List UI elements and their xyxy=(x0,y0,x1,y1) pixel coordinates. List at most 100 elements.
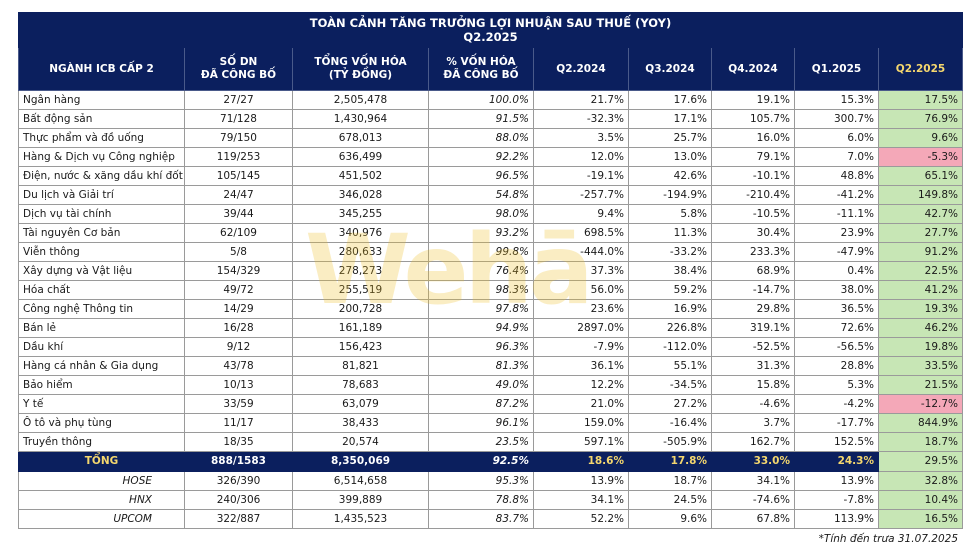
cell-mcap: 2,505,478 xyxy=(292,90,429,110)
cell-pct: 76.4% xyxy=(428,261,534,281)
cell-q2: -112.0% xyxy=(628,337,712,357)
cell-cnt: 119/253 xyxy=(184,147,293,167)
cell-q4: -47.9% xyxy=(794,242,879,262)
cell-mcap: 346,028 xyxy=(292,185,429,205)
cell-q2: 11.3% xyxy=(628,223,712,243)
cell-q4: 15.3% xyxy=(794,90,879,110)
cell-pct: 93.2% xyxy=(428,223,534,243)
cell-cnt: 240/306 xyxy=(184,490,293,510)
cell-q2: 17.6% xyxy=(628,90,712,110)
cell-cnt: 10/13 xyxy=(184,375,293,395)
cell-pct: 96.1% xyxy=(428,413,534,433)
cell-q4: 113.9% xyxy=(794,509,879,529)
cell-q4: -17.7% xyxy=(794,413,879,433)
cell-mcap: 345,255 xyxy=(292,204,429,224)
cell-q1: 56.0% xyxy=(533,280,629,300)
total-row: TỔNG 888/1583 8,350,069 92.5% 18.6% 17.8% 33.0… xyxy=(18,451,963,472)
cell-q5: 65.1% xyxy=(878,166,963,186)
cell-name: Hóa chất xyxy=(18,280,185,300)
cell-q4: 72.6% xyxy=(794,318,879,338)
cell-q4: -56.5% xyxy=(794,337,879,357)
cell-name: Dầu khí xyxy=(18,337,185,357)
header-pct-reported: % VỐN HÓA ĐÃ CÔNG BỐ xyxy=(428,47,534,91)
cell-mcap: 20,574 xyxy=(292,432,429,452)
cell-q3: 68.9% xyxy=(711,261,795,281)
cell-mcap: 78,683 xyxy=(292,375,429,395)
cell-q4: 48.8% xyxy=(794,166,879,186)
cell-q4: 5.3% xyxy=(794,375,879,395)
cell-q3: -4.6% xyxy=(711,394,795,414)
header-companies-line1: SỐ DN xyxy=(219,56,258,68)
table-title-row: TOÀN CẢNH TĂNG TRƯỞNG LỢI NHUẬN SAU THUẾ… xyxy=(18,12,963,48)
cell-q3: -10.1% xyxy=(711,166,795,186)
cell-name: Thực phẩm và đồ uống xyxy=(18,128,185,148)
cell-q5: 32.8% xyxy=(878,471,963,491)
cell-mcap: 38,433 xyxy=(292,413,429,433)
cell-q1: 21.7% xyxy=(533,90,629,110)
cell-pct: 54.8% xyxy=(428,185,534,205)
cell-q3: 67.8% xyxy=(711,509,795,529)
cell-pct: 95.3% xyxy=(428,471,534,491)
table-row: Ngân hàng 27/27 2,505,478 100.0% 21.7% 17.6% 1… xyxy=(18,90,963,110)
title-line-1: TOÀN CẢNH TĂNG TRƯỞNG LỢI NHUẬN SAU THUẾ… xyxy=(309,16,672,30)
table-row: Bảo hiểm 10/13 78,683 49.0% 12.2% -34.5% 15.8%… xyxy=(18,375,963,395)
profit-growth-table-container: TOÀN CẢNH TĂNG TRƯỞNG LỢI NHUẬN SAU THUẾ… xyxy=(18,12,963,529)
cell-q2: 13.0% xyxy=(628,147,712,167)
cell-mcap: 451,502 xyxy=(292,166,429,186)
header-industry: NGÀNH ICB CẤP 2 xyxy=(18,47,185,91)
cell-q5: 18.7% xyxy=(878,432,963,452)
cell-mcap: 278,273 xyxy=(292,261,429,281)
cell-q1: 21.0% xyxy=(533,394,629,414)
cell-q1: 13.9% xyxy=(533,471,629,491)
cell-mcap: 678,013 xyxy=(292,128,429,148)
cell-mcap: 161,189 xyxy=(292,318,429,338)
cell-q3: 15.8% xyxy=(711,375,795,395)
table-row: Bán lẻ 16/28 161,189 94.9% 2897.0% 226.8% 319.… xyxy=(18,318,963,338)
cell-q2: -194.9% xyxy=(628,185,712,205)
cell-mcap: 8,350,069 xyxy=(292,451,429,472)
table-row: Ô tô và phụ tùng 11/17 38,433 96.1% 159.0% -1… xyxy=(18,413,963,433)
cell-cnt: 11/17 xyxy=(184,413,293,433)
cell-cnt: 43/78 xyxy=(184,356,293,376)
cell-cnt: 14/29 xyxy=(184,299,293,319)
cell-mcap: 156,423 xyxy=(292,337,429,357)
cell-cnt: 18/35 xyxy=(184,432,293,452)
cell-q4: 36.5% xyxy=(794,299,879,319)
cell-pct: 98.3% xyxy=(428,280,534,300)
cell-name: Viễn thông xyxy=(18,242,185,262)
table-row: Du lịch và Giải trí 24/47 346,028 54.8% -257… xyxy=(18,185,963,205)
cell-q1: -257.7% xyxy=(533,185,629,205)
cell-q2: 59.2% xyxy=(628,280,712,300)
cell-pct: 98.0% xyxy=(428,204,534,224)
cell-name: HNX xyxy=(18,490,185,510)
cell-q3: 29.8% xyxy=(711,299,795,319)
cell-name: Hàng & Dịch vụ Công nghiệp xyxy=(18,147,185,167)
cell-q1: 9.4% xyxy=(533,204,629,224)
cell-cnt: 79/150 xyxy=(184,128,293,148)
cell-q1: -32.3% xyxy=(533,109,629,129)
header-market-cap-line2: (TỶ ĐỒNG) xyxy=(328,69,393,81)
cell-q3: 31.3% xyxy=(711,356,795,376)
cell-q3: 319.1% xyxy=(711,318,795,338)
cell-cnt: 9/12 xyxy=(184,337,293,357)
cell-pct: 87.2% xyxy=(428,394,534,414)
cell-q5: 16.5% xyxy=(878,509,963,529)
cell-cnt: 16/28 xyxy=(184,318,293,338)
table-row: Truyền thông 18/35 20,574 23.5% 597.1% -505.9… xyxy=(18,432,963,452)
column-header-row: NGÀNH ICB CẤP 2 SỐ DN ĐÃ CÔNG BỐ TỔNG VỐN… xyxy=(18,47,963,91)
cell-cnt: 27/27 xyxy=(184,90,293,110)
cell-pct: 81.3% xyxy=(428,356,534,376)
cell-q4: 24.3% xyxy=(794,451,879,472)
cell-q4: 28.8% xyxy=(794,356,879,376)
header-pct-line2: ĐÃ CÔNG BỐ xyxy=(443,69,519,81)
cell-name: UPCOM xyxy=(18,509,185,529)
cell-q4: 7.0% xyxy=(794,147,879,167)
cell-q1: -444.0% xyxy=(533,242,629,262)
cell-q2: 5.8% xyxy=(628,204,712,224)
cell-pct: 88.0% xyxy=(428,128,534,148)
cell-q5: 42.7% xyxy=(878,204,963,224)
cell-q2: 226.8% xyxy=(628,318,712,338)
cell-q2: 55.1% xyxy=(628,356,712,376)
cell-pct: 92.5% xyxy=(428,451,534,472)
cell-q5: 33.5% xyxy=(878,356,963,376)
